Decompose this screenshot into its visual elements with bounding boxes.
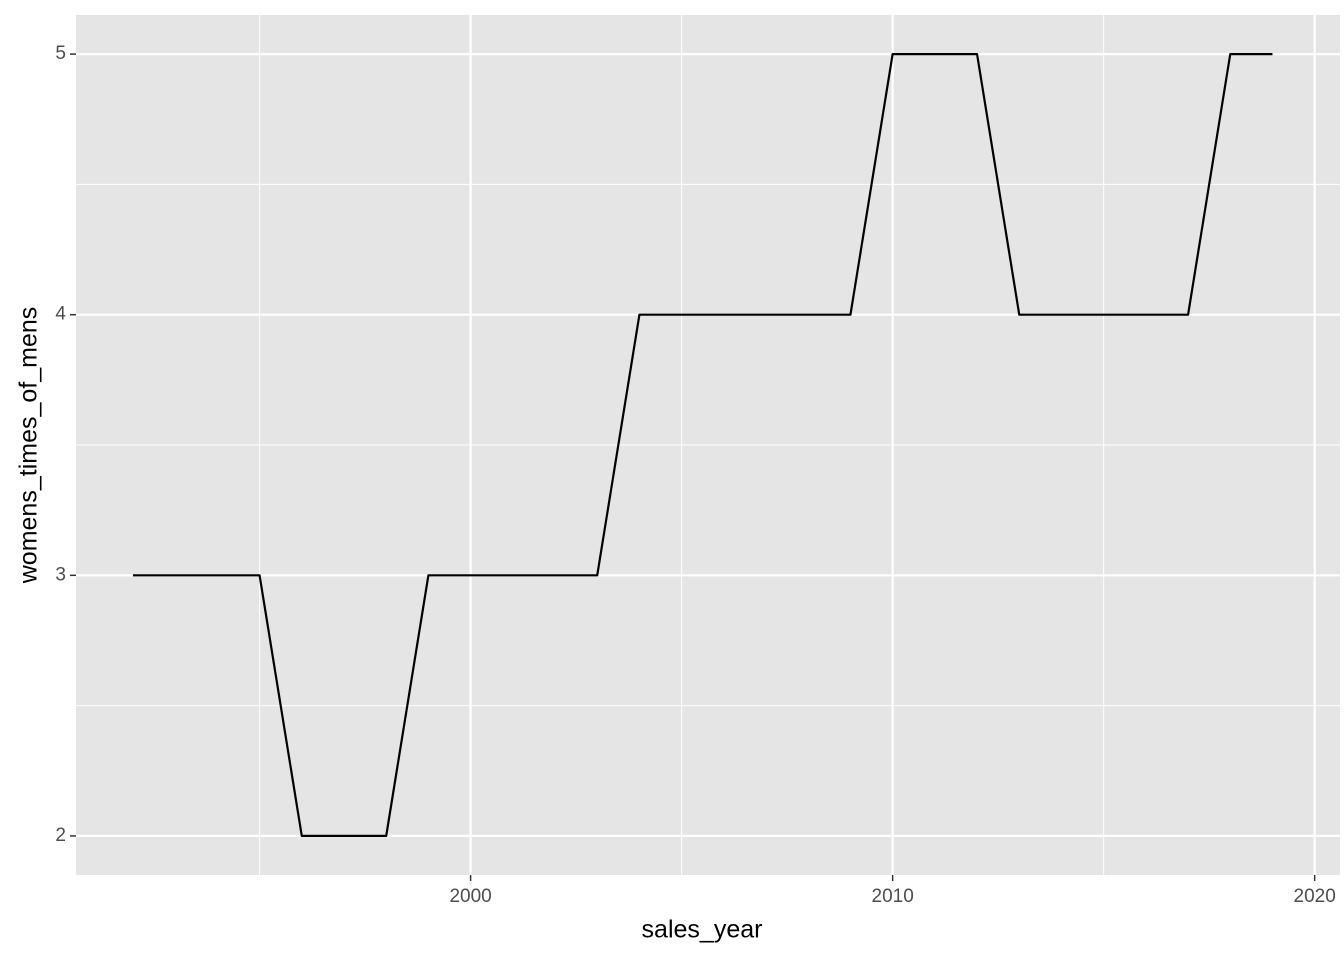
y-tick-label: 5 <box>55 43 66 64</box>
marks <box>132 52 1273 838</box>
y-tick-label: 4 <box>55 304 66 325</box>
y-tick-label: 3 <box>55 564 66 585</box>
grid <box>76 15 1340 875</box>
x-axis-title: sales_year <box>642 916 763 944</box>
x-tick-label: 2000 <box>449 886 491 907</box>
line <box>132 52 1273 838</box>
x-tick-label: 2010 <box>872 886 914 907</box>
x-tick-label: 2020 <box>1294 886 1336 907</box>
y-axis-title: womens_times_of_mens <box>15 307 43 585</box>
y-tick-label: 2 <box>55 825 66 846</box>
